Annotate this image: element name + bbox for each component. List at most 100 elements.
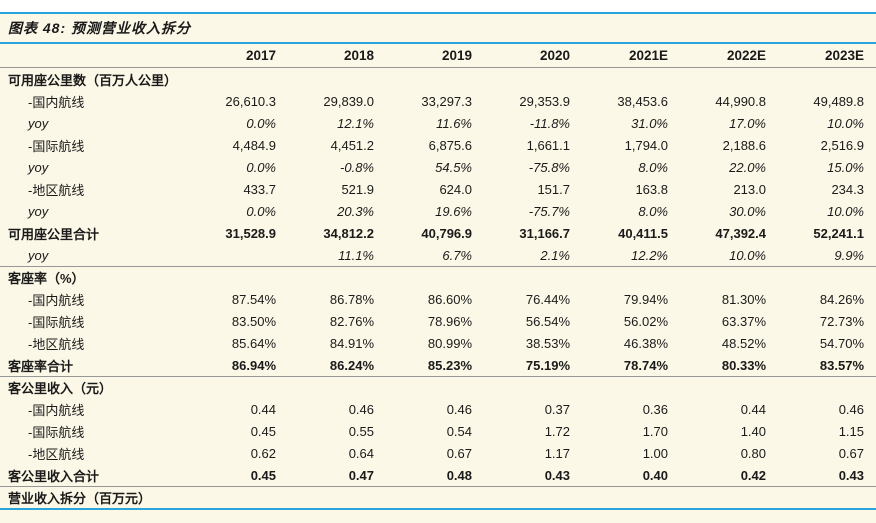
row-label: 营业收入拆分（百万元） <box>8 491 152 506</box>
value-cell: 2,516.9 <box>820 137 864 153</box>
table-row: yoy 11.1% 6.7% 2.1% 12.2% 10.0% 9.9% <box>0 244 876 266</box>
table-row: 可用座公里合计 31,528.9 34,812.2 40,796.9 31,166.7 4… <box>0 222 876 244</box>
table-row: 客座率合计 86.94% 86.24% 85.23% 75.19% 78.74% 80.33… <box>0 354 876 376</box>
value-cell: -75.7% <box>528 203 570 219</box>
row-label: -国内航线 <box>28 292 85 308</box>
value-cell: 0.0% <box>246 203 276 219</box>
value-cell: 31.0% <box>631 115 668 131</box>
value-cell: 0.42 <box>740 467 766 483</box>
value-cell: 79.94% <box>623 291 668 307</box>
value-cell: 0.44 <box>740 401 766 417</box>
value-cell: 81.30% <box>721 291 766 307</box>
value-cell: 0.44 <box>250 401 276 417</box>
row-label: 客座率合计 <box>8 358 74 374</box>
value-cell: 0.40 <box>642 467 668 483</box>
value-cell: 15.0% <box>827 159 864 175</box>
value-cell: 26,610.3 <box>225 93 276 109</box>
value-cell: 624.0 <box>439 181 472 197</box>
column-header-2023e: 2023E <box>824 48 864 63</box>
value-cell: 86.60% <box>427 291 472 307</box>
value-cell: 0.54 <box>446 423 472 439</box>
value-cell: 56.02% <box>623 313 668 329</box>
table-row: -国内航线 0.44 0.46 0.46 0.37 0.36 0.44 0.46 <box>0 398 876 420</box>
value-cell: 0.46 <box>446 401 472 417</box>
value-cell: 2.1% <box>540 247 570 263</box>
row-label: yoy <box>28 159 49 175</box>
value-cell: 234.3 <box>831 181 864 197</box>
value-cell: 22.0% <box>729 159 766 175</box>
value-cell: 85.64% <box>231 335 276 351</box>
row-label: -国内航线 <box>28 94 85 110</box>
value-cell: 0.46 <box>838 401 864 417</box>
column-header-2018: 2018 <box>343 48 374 63</box>
value-cell: 86.24% <box>329 357 374 373</box>
value-cell: 8.0% <box>638 203 668 219</box>
value-cell: 54.70% <box>819 335 864 351</box>
value-cell: 1.00 <box>642 445 668 461</box>
value-cell: 163.8 <box>635 181 668 197</box>
value-cell: 10.0% <box>827 115 864 131</box>
row-label: yoy <box>28 203 49 219</box>
value-cell: 54.5% <box>435 159 472 175</box>
value-cell: 47,392.4 <box>715 225 766 241</box>
value-cell: -0.8% <box>340 159 374 175</box>
value-cell: 8.0% <box>638 159 668 175</box>
bottom-rule <box>0 508 876 510</box>
value-cell: 75.19% <box>525 357 570 373</box>
value-cell: 1.40 <box>740 423 766 439</box>
row-label: 客公里收入合计 <box>8 468 100 484</box>
exhibit-table-area: 图表 48: 预测营业收入拆分 2017 2018 2019 2020 2021E 202… <box>0 12 876 523</box>
value-cell: 0.67 <box>838 445 864 461</box>
value-cell: 151.7 <box>537 181 570 197</box>
value-cell: 0.80 <box>740 445 766 461</box>
column-header-2022e: 2022E <box>726 48 766 63</box>
value-cell: 0.45 <box>250 423 276 439</box>
value-cell: 83.57% <box>819 357 864 373</box>
row-label: 客座率（%） <box>8 271 85 286</box>
value-cell: -75.8% <box>528 159 570 175</box>
value-cell: 82.76% <box>329 313 374 329</box>
value-cell: 29,353.9 <box>519 93 570 109</box>
value-cell: 12.2% <box>631 247 668 263</box>
value-cell: 0.43 <box>544 467 570 483</box>
value-cell: 2,188.6 <box>722 137 766 153</box>
value-cell: -11.8% <box>529 115 570 131</box>
column-header-2017: 2017 <box>245 48 276 63</box>
value-cell: 44,990.8 <box>715 93 766 109</box>
value-cell: 86.78% <box>329 291 374 307</box>
value-cell: 29,839.0 <box>323 93 374 109</box>
value-cell: 80.99% <box>427 335 472 351</box>
value-cell: 40,796.9 <box>421 225 472 241</box>
value-cell: 4,451.2 <box>330 137 374 153</box>
value-cell: 1.72 <box>544 423 570 439</box>
value-cell: 0.64 <box>348 445 374 461</box>
exhibit-title: 图表 48: 预测营业收入拆分 <box>8 20 192 36</box>
table-row: -国内航线 87.54% 86.78% 86.60% 76.44% 79.94% 81.30… <box>0 288 876 310</box>
value-cell: 0.37 <box>544 401 570 417</box>
value-cell: 1.70 <box>642 423 668 439</box>
table-row: -地区航线 85.64% 84.91% 80.99% 38.53% 46.38% 48.52… <box>0 332 876 354</box>
table-row: -国际航线 83.50% 82.76% 78.96% 56.54% 56.02% 63.37… <box>0 310 876 332</box>
value-cell: 10.0% <box>827 203 864 219</box>
value-cell: 1.15 <box>838 423 864 439</box>
value-cell: 1.17 <box>544 445 570 461</box>
table-row: 营业收入拆分（百万元） <box>0 486 876 508</box>
value-cell: 0.67 <box>446 445 472 461</box>
value-cell: 6,875.6 <box>428 137 472 153</box>
value-cell: 0.47 <box>348 467 374 483</box>
value-cell: 0.0% <box>246 159 276 175</box>
table-row: 客公里收入合计 0.45 0.47 0.48 0.43 0.40 0.42 0.43 <box>0 464 876 486</box>
value-cell: 46.38% <box>623 335 668 351</box>
value-cell: 85.23% <box>427 357 472 373</box>
value-cell: 49,489.8 <box>813 93 864 109</box>
value-cell: 83.50% <box>231 313 276 329</box>
value-cell: 0.48 <box>446 467 472 483</box>
table-row: -地区航线 433.7 521.9 624.0 151.7 163.8 213.0 234.3 <box>0 178 876 200</box>
table-row: -国际航线 0.45 0.55 0.54 1.72 1.70 1.40 1.15 <box>0 420 876 442</box>
value-cell: 11.6% <box>436 115 472 131</box>
row-label: yoy <box>28 115 49 131</box>
value-cell: 78.96% <box>427 313 472 329</box>
value-cell: 86.94% <box>231 357 276 373</box>
value-cell: 10.0% <box>729 247 766 263</box>
